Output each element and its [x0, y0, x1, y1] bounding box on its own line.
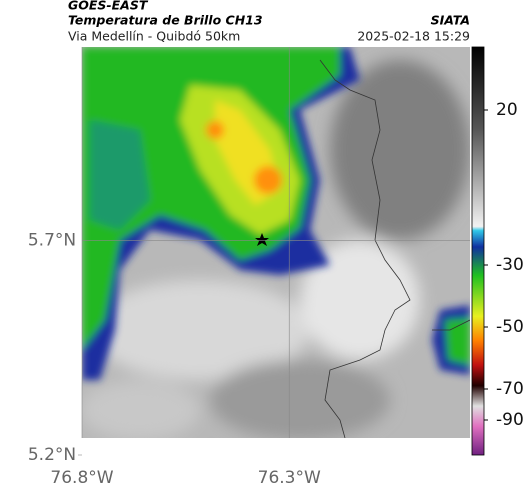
y-tick-label: 5.7°N	[28, 230, 76, 250]
satellite-image	[82, 47, 470, 438]
colorbar-label: -70	[496, 379, 524, 399]
colorbar-label: -50	[496, 317, 524, 337]
location-marker	[255, 233, 269, 246]
datetime: 2025-02-18 15:29	[357, 29, 470, 44]
border	[319, 59, 411, 438]
border	[432, 319, 470, 331]
y-tick-label: 5.2°N	[28, 445, 76, 465]
colorbar-label: -30	[496, 255, 524, 275]
org: SIATA	[431, 13, 470, 28]
source: GOES-EAST	[68, 0, 149, 13]
x-tick-label: 76.8°W	[50, 468, 113, 488]
colorbar-label: -90	[496, 410, 524, 430]
title: Temperatura de Brillo CH13	[68, 13, 263, 28]
colorbar-label: 20	[496, 100, 518, 120]
x-tick-label: 76.3°W	[258, 468, 321, 488]
subtitle: Via Medellín - Quibdó 50km	[68, 29, 240, 44]
colorbar	[471, 46, 485, 456]
